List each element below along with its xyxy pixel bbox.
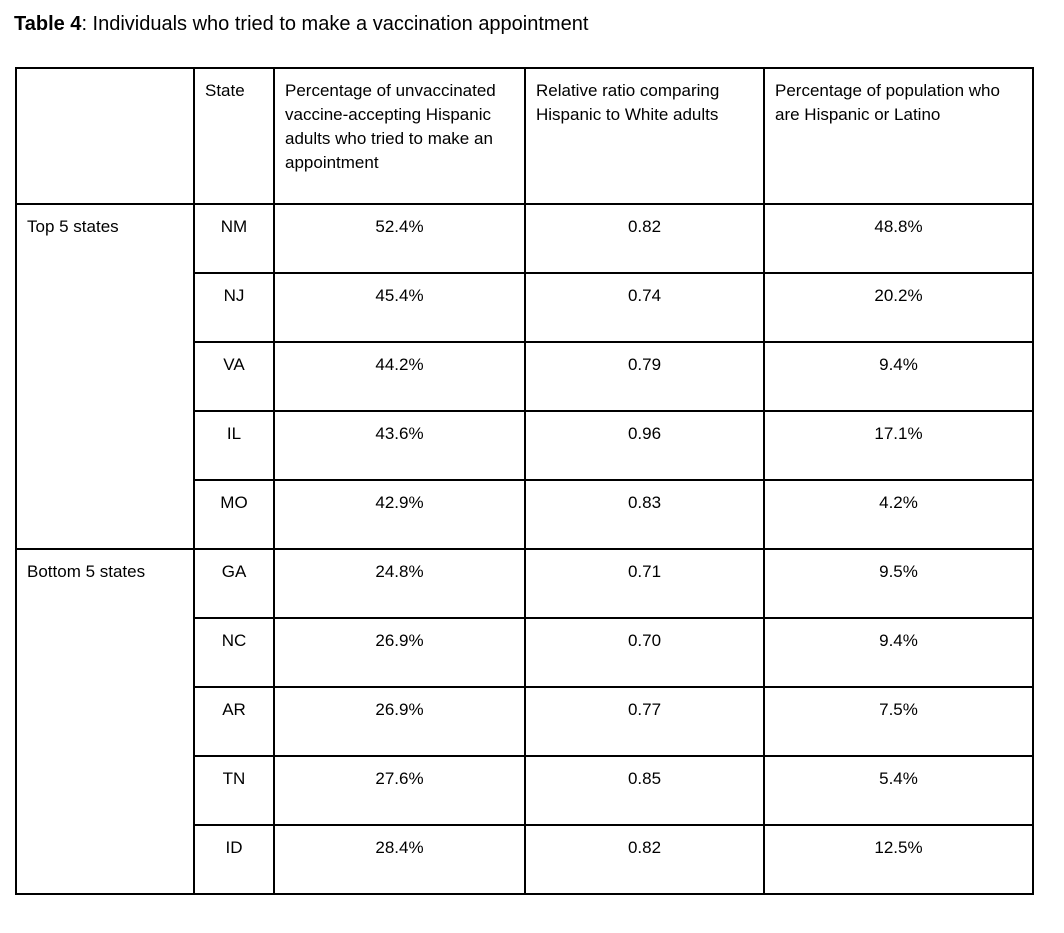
state-cell: ID (193, 824, 275, 895)
state-cell: TN (193, 755, 275, 826)
state-cell: NM (193, 203, 275, 274)
ratio-cell: 0.70 (524, 617, 765, 688)
pct-pop-cell: 9.4% (763, 341, 1034, 412)
pct-tried-cell: 42.9% (273, 479, 526, 550)
table-row: Top 5 states NM 52.4% 0.82 48.8% (15, 203, 1034, 550)
pct-tried-cell: 27.6% (273, 755, 526, 826)
table-caption-text: : Individuals who tried to make a vaccin… (81, 13, 589, 35)
table-row: AR 26.9% 0.77 7.5% (16, 686, 1034, 757)
table-body: Top 5 states NM 52.4% 0.82 48.8% NJ 45.4… (15, 203, 1034, 895)
table-row: NC 26.9% 0.70 9.4% (16, 617, 1034, 688)
table-row: ID 28.4% 0.82 12.5% (16, 824, 1034, 895)
ratio-cell: 0.71 (524, 548, 765, 619)
ratio-cell: 0.82 (524, 203, 765, 274)
vaccination-appointment-table: State Percentage of unvaccinated vaccine… (15, 67, 1034, 895)
col-header-pct-tried: Percentage of unvaccinated vaccine-accep… (273, 67, 526, 205)
pct-tried-cell: 52.4% (273, 203, 526, 274)
state-cell: GA (193, 548, 275, 619)
state-cell: VA (193, 341, 275, 412)
table-header: State Percentage of unvaccinated vaccine… (15, 67, 1034, 205)
pct-pop-cell: 48.8% (763, 203, 1034, 274)
ratio-cell: 0.82 (524, 824, 765, 895)
table-row: Bottom 5 states GA 24.8% 0.71 9.5% (15, 548, 1034, 895)
table-row: VA 44.2% 0.79 9.4% (16, 341, 1034, 412)
pct-tried-cell: 24.8% (273, 548, 526, 619)
group-cell-top5: Top 5 states (15, 203, 195, 550)
table-row: IL 43.6% 0.96 17.1% (16, 410, 1034, 481)
pct-pop-cell: 4.2% (763, 479, 1034, 550)
pct-tried-cell: 43.6% (273, 410, 526, 481)
col-header-group (15, 67, 195, 205)
state-cell: NJ (193, 272, 275, 343)
pct-pop-cell: 9.4% (763, 617, 1034, 688)
pct-pop-cell: 7.5% (763, 686, 1034, 757)
ratio-cell: 0.83 (524, 479, 765, 550)
ratio-cell: 0.74 (524, 272, 765, 343)
pct-tried-cell: 26.9% (273, 617, 526, 688)
group-cell-bottom5: Bottom 5 states (15, 548, 195, 895)
col-header-ratio: Relative ratio comparing Hispanic to Whi… (524, 67, 765, 205)
table-row: NJ 45.4% 0.74 20.2% (16, 272, 1034, 343)
pct-pop-cell: 17.1% (763, 410, 1034, 481)
pct-pop-cell: 20.2% (763, 272, 1034, 343)
table-caption-label: Table 4 (14, 13, 82, 35)
table-caption: Table 4: Individuals who tried to make a… (14, 12, 1064, 36)
table-row: MO 42.9% 0.83 4.2% (16, 479, 1034, 550)
header-row: State Percentage of unvaccinated vaccine… (15, 67, 1034, 205)
col-header-pct-pop: Percentage of population who are Hispani… (763, 67, 1034, 205)
ratio-cell: 0.79 (524, 341, 765, 412)
table-row: TN 27.6% 0.85 5.4% (16, 755, 1034, 826)
state-cell: IL (193, 410, 275, 481)
ratio-cell: 0.77 (524, 686, 765, 757)
col-header-state: State (193, 67, 275, 205)
pct-pop-cell: 9.5% (763, 548, 1034, 619)
pct-pop-cell: 12.5% (763, 824, 1034, 895)
pct-pop-cell: 5.4% (763, 755, 1034, 826)
ratio-cell: 0.85 (524, 755, 765, 826)
pct-tried-cell: 28.4% (273, 824, 526, 895)
state-cell: MO (193, 479, 275, 550)
pct-tried-cell: 44.2% (273, 341, 526, 412)
state-cell: NC (193, 617, 275, 688)
state-cell: AR (193, 686, 275, 757)
pct-tried-cell: 45.4% (273, 272, 526, 343)
ratio-cell: 0.96 (524, 410, 765, 481)
pct-tried-cell: 26.9% (273, 686, 526, 757)
